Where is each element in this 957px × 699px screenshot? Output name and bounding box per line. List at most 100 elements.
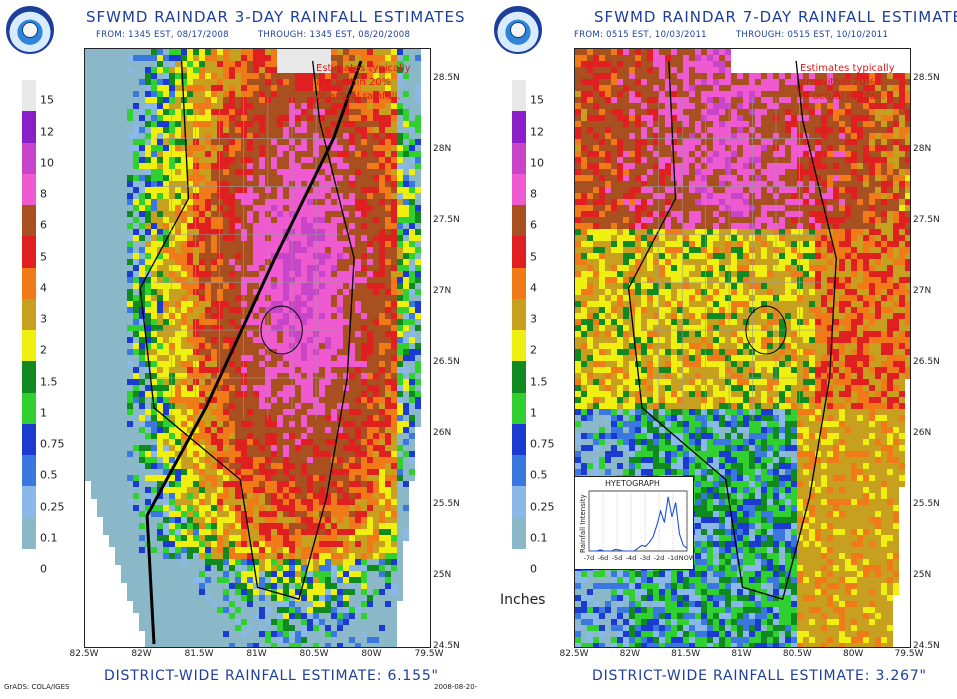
lon-tick-label: 80.5W	[782, 649, 812, 659]
legend-label: 0.1	[530, 531, 548, 545]
legend-label: 6	[530, 218, 537, 232]
legend-label: 12	[530, 125, 544, 139]
lon-tick-label: 81W	[731, 649, 752, 659]
legend-swatch	[22, 548, 36, 580]
lon-tick-label: 81.5W	[671, 649, 701, 659]
legend-swatch	[22, 361, 36, 393]
rainfall-field	[85, 49, 421, 647]
lon-tick-label: 82W	[619, 649, 641, 659]
hyetograph-chart: -7d -6d -5d -4d -3d -2d -1d NOW	[584, 490, 693, 562]
legend-swatch	[22, 486, 36, 518]
legend-units: Inches	[500, 592, 546, 608]
rainfall-legend: 15 12 10 8 6 5 4 3 2 1.5 1 0.75 0.5 0.25 0.1 0	[512, 80, 555, 580]
legend-swatch	[512, 517, 526, 549]
lake-okeechobee	[260, 305, 303, 355]
lat-tick-label: 26.5N	[913, 357, 940, 367]
lat-tick-label: 24.5N	[913, 641, 940, 651]
lon-tick-label: 81.5W	[184, 649, 214, 659]
legend-swatch	[22, 142, 36, 174]
legend-swatch	[512, 392, 526, 424]
legend-label: 0	[530, 562, 537, 576]
legend-swatch	[512, 361, 526, 393]
legend-label: 2	[530, 343, 537, 357]
legend-swatch	[22, 205, 36, 237]
legend-swatch	[512, 236, 526, 268]
lat-tick-label: 27N	[433, 286, 452, 296]
legend-swatch	[512, 111, 526, 143]
panel-title: SFWMD RAINDAR 7-DAY RAINFALL ESTIMATES	[594, 8, 957, 26]
accuracy-note: Estimates typically are within 20% of ac…	[316, 63, 411, 102]
legend-swatch	[22, 80, 36, 112]
legend-label: 5	[530, 250, 537, 264]
lon-tick-label: 82.5W	[559, 649, 589, 659]
lon-tick-label: 79.5W	[414, 649, 444, 659]
legend-label: 2	[40, 343, 47, 357]
legend-label: 6	[40, 218, 47, 232]
lat-tick-label: 28N	[913, 144, 932, 154]
plot-date-stamp: 2008-08-20-	[434, 683, 478, 691]
lon-tick-label: 80W	[361, 649, 382, 659]
hyetograph-tick-label: -4d	[626, 554, 637, 562]
legend-swatch	[512, 267, 526, 299]
legend-label: 3	[40, 312, 47, 326]
lat-tick-label: 26N	[913, 428, 932, 438]
lon-tick-label: 81W	[246, 649, 267, 659]
hyetograph-tick-label: -1d	[668, 554, 679, 562]
hyetograph-inset: HYETOGRAPH Rainfall Intensity -7d -6d -5d -…	[574, 476, 694, 570]
legend-swatch	[512, 423, 526, 455]
legend-swatch	[512, 205, 526, 237]
legend-label: 15	[530, 93, 544, 107]
panel-7day: SFWMD RAINDAR 7-DAY RAINFALL ESTIMATES F…	[478, 0, 957, 699]
lat-tick-label: 25.5N	[433, 499, 460, 509]
legend-swatch	[22, 111, 36, 143]
legend-swatch	[22, 267, 36, 299]
lat-tick-label: 27N	[913, 286, 932, 296]
hyetograph-series	[589, 496, 688, 552]
legend-swatch	[22, 517, 36, 549]
hyetograph-plot-area	[588, 490, 688, 552]
legend-label: 15	[40, 93, 54, 107]
legend-label: 0.75	[530, 437, 555, 451]
hyetograph-tick-label: -2d	[654, 554, 665, 562]
legend-label: 1	[530, 406, 537, 420]
legend-label: 8	[40, 187, 47, 201]
lat-tick-label: 25.5N	[913, 499, 940, 509]
legend-label: 0.1	[40, 531, 58, 545]
legend-label: 0.5	[40, 468, 58, 482]
legend-label: 0	[40, 562, 47, 576]
legend-swatch	[512, 486, 526, 518]
legend-label: 12	[40, 125, 54, 139]
legend-label: 1	[40, 406, 47, 420]
lat-tick-label: 27.5N	[913, 215, 940, 225]
panel-date-range: FROM: 0515 EST, 10/03/2011 THROUGH: 0515…	[574, 30, 914, 40]
lat-tick-label: 26N	[433, 428, 452, 438]
lat-tick-label: 26.5N	[433, 357, 460, 367]
lat-tick-label: 28.5N	[913, 73, 940, 83]
lat-tick-label: 27.5N	[433, 215, 460, 225]
legend-swatch	[22, 423, 36, 455]
lon-tick-label: 82W	[131, 649, 152, 659]
hyetograph-tick-label: NOW	[679, 554, 693, 562]
rainfall-map	[84, 48, 431, 648]
panel-3day: SFWMD RAINDAR 3-DAY RAINFALL ESTIMATES F…	[0, 0, 478, 699]
legend-swatch	[22, 330, 36, 362]
legend-label: 4	[530, 281, 537, 295]
lon-tick-label: 80.5W	[299, 649, 329, 659]
legend-swatch	[22, 455, 36, 487]
grads-credit: GrADS: COLA/IGES	[4, 683, 70, 691]
storm-track	[145, 60, 363, 645]
lon-tick-label: 80W	[842, 649, 864, 659]
legend-label: 3	[530, 312, 537, 326]
legend-swatch	[512, 142, 526, 174]
lat-tick-label: 24.5N	[433, 641, 460, 651]
hyetograph-tick-label: -6d	[598, 554, 609, 562]
legend-label: 0.25	[530, 500, 555, 514]
sfwmd-logo	[6, 6, 54, 54]
hyetograph-tick-label: -3d	[640, 554, 651, 562]
district-boundary	[139, 60, 355, 600]
legend-swatch	[512, 80, 526, 112]
lake-okeechobee	[745, 305, 787, 355]
district-boundary	[627, 60, 837, 600]
district-estimate: DISTRICT-WIDE RAINFALL ESTIMATE: 3.267"	[592, 668, 927, 684]
legend-label: 0.5	[530, 468, 548, 482]
